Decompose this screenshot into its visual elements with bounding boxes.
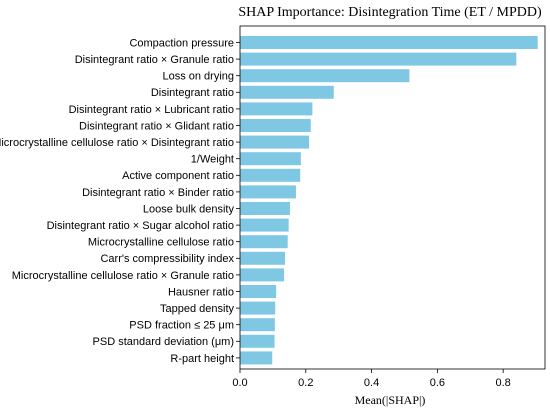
x-tick-label: 0.8 xyxy=(496,377,511,389)
y-tick-label: 1/Weight xyxy=(191,154,234,166)
bar xyxy=(240,85,334,99)
x-tick-label: 0.0 xyxy=(232,377,247,389)
bar xyxy=(240,285,277,298)
y-tick-label: Tapped density xyxy=(160,303,234,315)
y-tick-label: Active component ratio xyxy=(122,170,234,182)
x-tick-label: 0.2 xyxy=(298,377,313,389)
y-tick-label: Disintegrant ratio xyxy=(151,87,234,99)
bar xyxy=(240,36,538,49)
y-tick-label: PSD standard deviation (μm) xyxy=(93,336,234,348)
axes-frame xyxy=(239,25,546,370)
bar xyxy=(240,152,301,166)
y-tick-label: Loss on drying xyxy=(162,71,234,83)
y-tick-label: Disintegrant ratio × Sugar alcohol ratio xyxy=(47,220,234,232)
y-axis: Compaction pressure Disintegrant ratio × … xyxy=(0,37,240,365)
x-axis-title: Mean(|SHAP|) xyxy=(355,393,426,407)
bar xyxy=(240,52,517,66)
y-tick-label: Microcrystalline cellulose ratio xyxy=(88,237,234,249)
y-tick-label: Hausner ratio xyxy=(168,286,234,298)
bar xyxy=(240,235,288,249)
bar xyxy=(240,119,311,132)
bar xyxy=(240,218,289,232)
y-tick-label: Disintegrant ratio × Binder ratio xyxy=(82,187,234,199)
bar xyxy=(240,251,286,265)
bar xyxy=(240,168,301,182)
y-tick-label: R-part height xyxy=(170,353,234,365)
y-tick-label: Disintegrant ratio × Glidant ratio xyxy=(79,120,234,132)
y-tick-label: Carr's compressibility index xyxy=(100,253,234,265)
y-tick-label: Microcrystalline cellulose ratio × Granu… xyxy=(12,270,234,282)
bar xyxy=(240,69,410,83)
bars-layer xyxy=(240,36,538,365)
x-tick-label: 0.4 xyxy=(364,377,379,389)
bar xyxy=(240,334,275,348)
bar xyxy=(240,301,276,315)
bar xyxy=(240,135,310,149)
x-axis: 0.0 0.2 0.4 0.6 0.8 xyxy=(232,369,511,389)
y-tick-label: Loose bulk density xyxy=(143,203,235,215)
bar xyxy=(240,318,275,332)
bar xyxy=(240,185,296,199)
bar xyxy=(240,268,285,282)
y-tick-label: Compaction pressure xyxy=(129,37,234,49)
y-tick-label: Microcrystalline cellulose ratio × Disin… xyxy=(0,137,234,149)
y-tick-label: PSD fraction ≤ 25 μm xyxy=(129,320,234,332)
x-tick-label: 0.6 xyxy=(430,377,445,389)
chart-title: SHAP Importance: Disintegration Time (ET… xyxy=(238,5,542,20)
bar xyxy=(240,351,273,365)
bar xyxy=(240,202,290,215)
bar xyxy=(240,102,313,116)
y-tick-label: Disintegrant ratio × Granule ratio xyxy=(75,54,234,66)
y-tick-label: Disintegrant ratio × Lubricant ratio xyxy=(69,104,234,116)
